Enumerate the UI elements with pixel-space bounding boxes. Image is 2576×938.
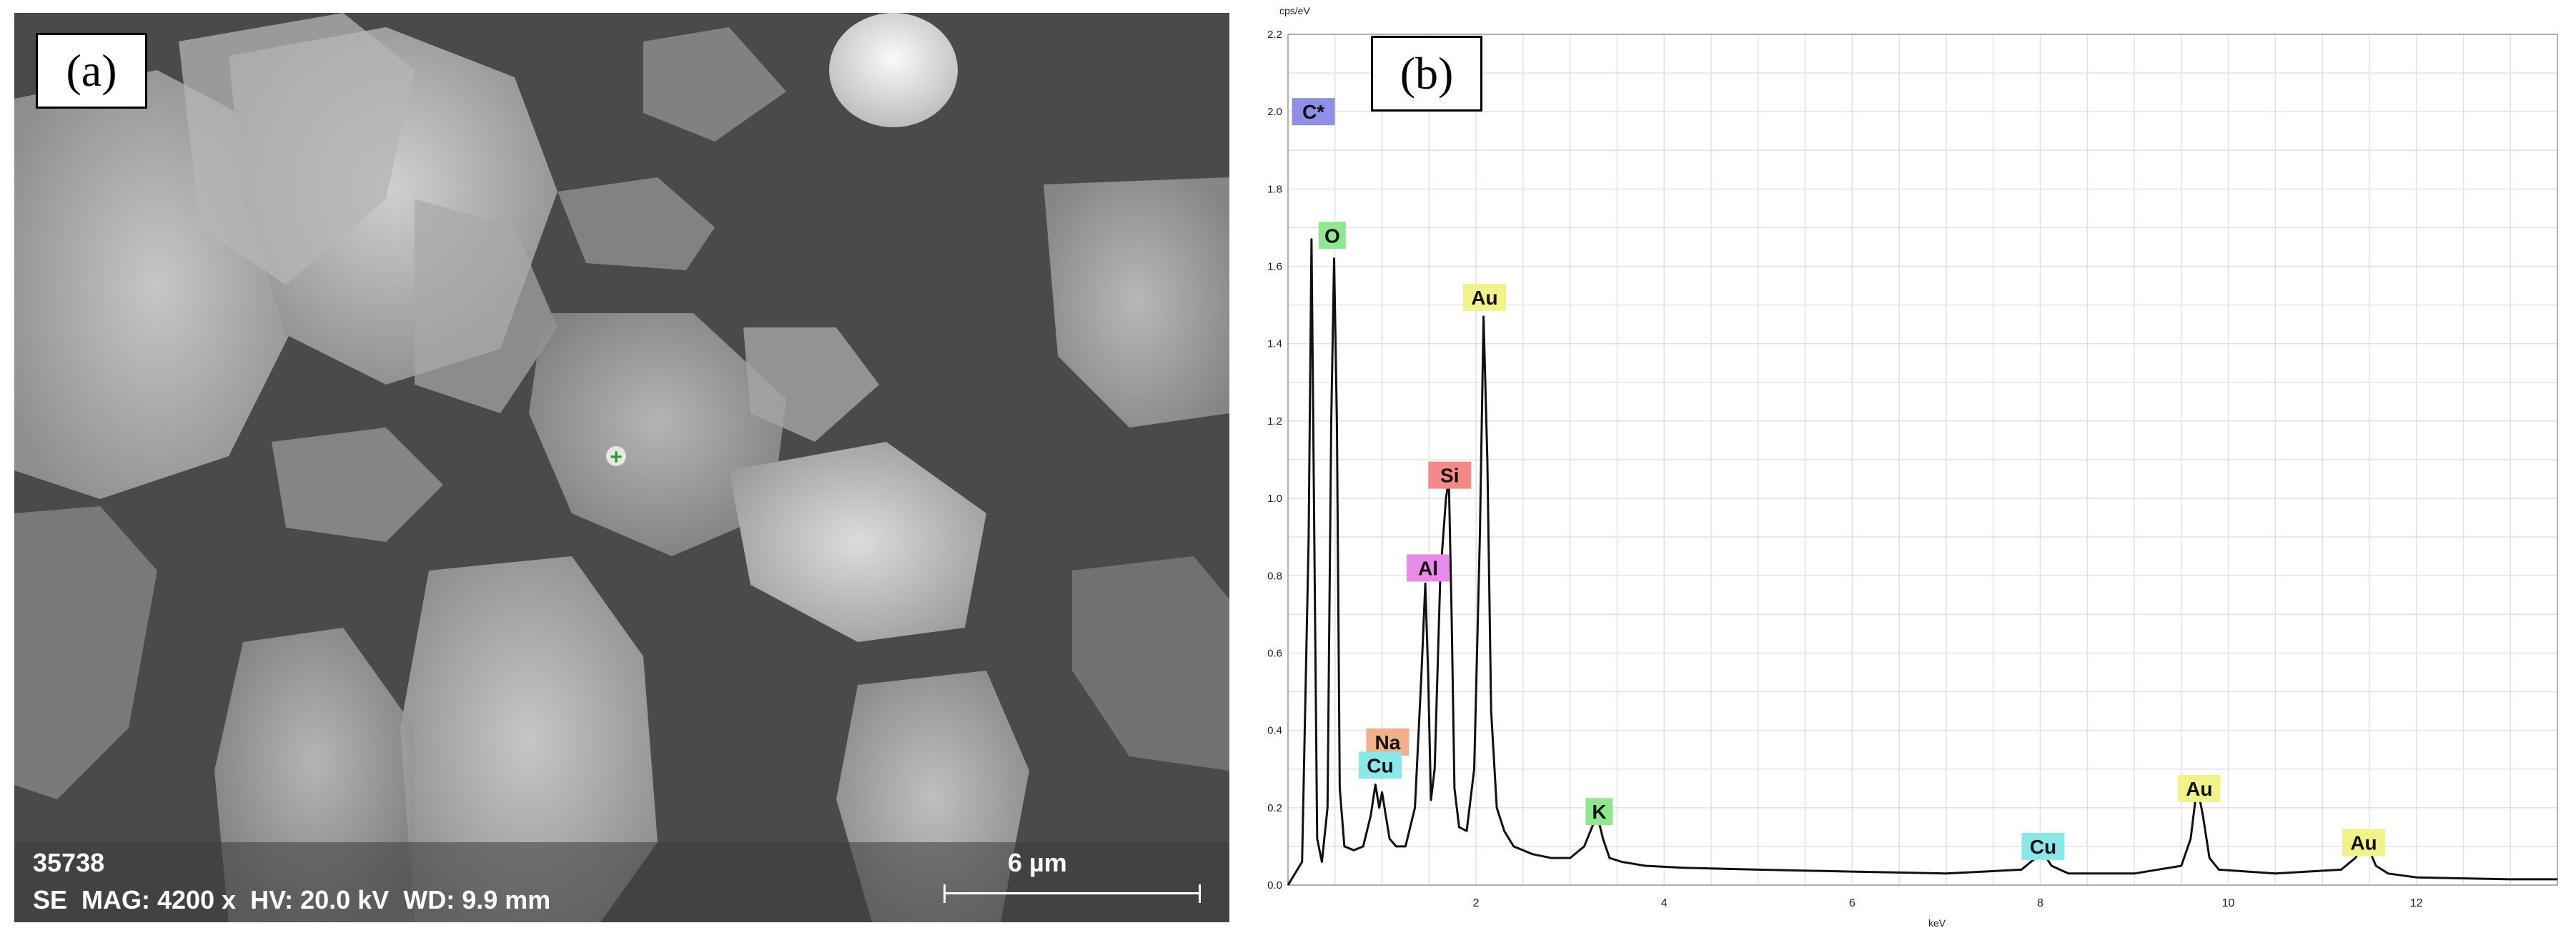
y-tick-label: 0.4 bbox=[1267, 725, 1282, 737]
y-tick-label: 1.6 bbox=[1267, 261, 1282, 273]
peak-label-box bbox=[1358, 751, 1402, 779]
peak-label-text: Cu bbox=[2030, 836, 2056, 858]
scale-bar bbox=[943, 884, 1201, 903]
peak-label-box bbox=[1292, 98, 1335, 126]
peak-label-text: Cu bbox=[1367, 754, 1393, 776]
peak-label-box bbox=[1585, 798, 1613, 826]
spectrum-line bbox=[1287, 238, 2557, 886]
x-tick-label: 12 bbox=[2410, 897, 2423, 909]
sem-micrograph-image: + bbox=[14, 13, 1229, 922]
x-tick-label: 8 bbox=[2037, 897, 2044, 909]
peak-label: Cu bbox=[2021, 832, 2065, 860]
peak-label-box bbox=[1428, 461, 1472, 489]
peak-label-text: Na bbox=[1375, 731, 1401, 754]
peak-label-text: Au bbox=[2350, 832, 2377, 854]
y-tick-label: 2.0 bbox=[1267, 106, 1282, 118]
peak-label: Au bbox=[2177, 774, 2221, 802]
x-tick-label: 6 bbox=[1849, 897, 1856, 909]
peak-label: Au bbox=[1462, 283, 1506, 311]
peak-label: C* bbox=[1292, 98, 1335, 126]
x-tick-label: 10 bbox=[2222, 897, 2235, 909]
peak-label-text: K bbox=[1592, 801, 1606, 823]
y-tick-label: 1.2 bbox=[1267, 415, 1282, 428]
chart-series bbox=[1287, 238, 2557, 886]
x-tick-label: 2 bbox=[1473, 897, 1480, 909]
y-tick-label: 0.8 bbox=[1267, 570, 1282, 582]
peak-label-box bbox=[1462, 283, 1506, 311]
eds-spectrum-panel: 2 4 6 8 10 12 0.0 0.2 0.4 0.6 0.8 1.0 1.2 1.4 1.6 1.8 2.… bbox=[1244, 0, 2576, 938]
peak-label: O bbox=[1318, 222, 1346, 250]
peak-label-text: Au bbox=[2186, 778, 2212, 800]
plot-frame bbox=[1287, 34, 2558, 886]
y-tick-label: 0.0 bbox=[1267, 879, 1282, 892]
y-tick-label: 0.2 bbox=[1267, 802, 1282, 814]
x-axis-label: keV bbox=[1928, 917, 1946, 929]
peak-label-box bbox=[2177, 774, 2221, 802]
y-tick-label: 0.6 bbox=[1267, 647, 1282, 659]
chart-grid bbox=[1287, 34, 2558, 886]
panel-a-label: (a) bbox=[36, 33, 147, 109]
peak-label: Cu bbox=[1358, 751, 1402, 779]
peak-label-text: O bbox=[1324, 224, 1340, 247]
y-tick-label: 1.8 bbox=[1267, 183, 1282, 195]
sem-parameters: SE MAG: 4200 x HV: 20.0 kV WD: 9.9 mm bbox=[33, 885, 551, 914]
chart-ticks: 2 4 6 8 10 12 0.0 0.2 0.4 0.6 0.8 1.0 1.2 1.4 1.6 1.8 2.… bbox=[1267, 29, 2423, 909]
peak-label: Si bbox=[1428, 461, 1472, 489]
peak-label-box bbox=[2342, 829, 2385, 856]
y-tick-label: 2.2 bbox=[1267, 29, 1282, 41]
peak-label-box bbox=[2021, 832, 2065, 860]
peak-label-text: Al bbox=[1418, 557, 1438, 579]
peak-label-text: C* bbox=[1302, 101, 1324, 123]
sem-image-id: 35738 bbox=[33, 848, 105, 877]
panel-b-label: (b) bbox=[1371, 36, 1482, 112]
y-axis-label: cps/eV bbox=[1279, 5, 1310, 16]
eds-spectrum-chart: 2 4 6 8 10 12 0.0 0.2 0.4 0.6 0.8 1.0 1.2 1.4 1.6 1.8 2.… bbox=[1267, 5, 2558, 929]
peak-label-text: Au bbox=[1471, 287, 1497, 309]
y-tick-label: 1.0 bbox=[1267, 493, 1282, 505]
peak-label-box bbox=[1366, 728, 1410, 756]
peak-label: Na bbox=[1366, 728, 1410, 756]
peak-label: Al bbox=[1407, 554, 1450, 582]
peak-label: K bbox=[1585, 798, 1613, 826]
svg-text:+: + bbox=[610, 445, 623, 469]
scale-bar-label: 6 µm bbox=[1008, 848, 1067, 877]
sem-micrograph-panel: + (a) 35738 SE MAG: 4200 x HV: 20.0 kV W… bbox=[14, 13, 1229, 922]
y-tick-label: 1.4 bbox=[1267, 338, 1282, 350]
chart-axes bbox=[1287, 34, 2558, 886]
x-tick-label: 4 bbox=[1661, 897, 1668, 909]
peak-label-text: Si bbox=[1440, 465, 1459, 487]
sem-info-bar: 35738 SE MAG: 4200 x HV: 20.0 kV WD: 9.9… bbox=[14, 842, 1229, 922]
peak-label-box bbox=[1407, 554, 1450, 582]
peak-label: Au bbox=[2342, 829, 2385, 856]
peak-label-box bbox=[1318, 222, 1346, 250]
